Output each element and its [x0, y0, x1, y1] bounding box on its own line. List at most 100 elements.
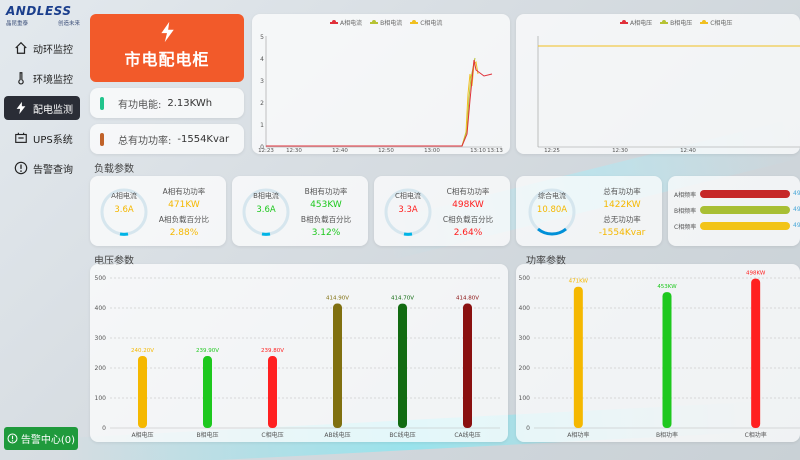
data-label: 239.90V	[196, 348, 219, 354]
gauge-value: 3.6A	[114, 205, 134, 215]
total-power-info: 总有功功率 1422KW	[582, 186, 662, 210]
logo: ANDLESS 晶昆重泰 创造未来	[6, 4, 80, 30]
nav-item-label: UPS系统	[33, 134, 73, 146]
active-energy-label: 有功电能:	[118, 99, 162, 111]
freq-value: 49	[793, 206, 800, 213]
alert-icon	[14, 161, 28, 175]
freq-label: C相频率	[674, 224, 697, 231]
nav-item-label: 动环监控	[33, 44, 73, 56]
power-value: 498KW	[452, 200, 484, 210]
y-tick-label: 400	[95, 305, 107, 312]
bar	[751, 278, 761, 428]
phase-b-load-card: B相电流 3.6A B相有功功率 453KW B相负载百分比 3.12%	[232, 176, 368, 246]
y-tick-label: 500	[519, 275, 531, 282]
total-power-value: -1554Kvar	[177, 133, 230, 145]
power-value: 471KW	[168, 200, 200, 210]
bar	[398, 303, 407, 428]
total-power-label: 总有功功率:	[118, 135, 172, 147]
thermometer-icon	[14, 71, 28, 85]
x-tick-label: B相功率	[656, 431, 678, 439]
home-icon	[14, 41, 28, 55]
power-label: A相有功功率	[162, 187, 206, 196]
total-load-card: 综合电流 10.80A 总有功功率 1422KW 总无功功率 -1554Kvar	[516, 176, 662, 246]
pct-value: 2.64%	[453, 228, 483, 238]
active-energy-stat: 有功电能: 2.13KWh	[90, 88, 244, 118]
power-label: B相有功功率	[304, 187, 348, 196]
pct-info: A相负载百分比 2.88%	[144, 214, 224, 238]
logo-sub: 晶昆重泰 创造未来	[6, 19, 80, 27]
nav-item-environment[interactable]: 环境监控	[4, 66, 80, 90]
frequency-card: A相频率 49 B相频率 49 C相频率 49	[668, 176, 800, 246]
freq-value: 49	[793, 222, 800, 229]
freq-label: A相频率	[674, 192, 697, 199]
bar	[573, 286, 583, 428]
phase-a-load-card: A相电流 3.6A A相有功功率 471KW A相负载百分比 2.88%	[90, 176, 226, 246]
y-tick-label: 4	[260, 56, 264, 63]
x-tick-label: 12:2504-02	[544, 148, 560, 154]
nav-item-power-env[interactable]: 动环监控	[4, 36, 80, 60]
power-bar-chart: 0 100 200 300 400 500 471KW A相功率 453KW B相功率 498KW C…	[516, 264, 800, 442]
pct-value: 3.12%	[311, 228, 341, 238]
bar	[662, 292, 672, 428]
sidebar: ANDLESS 晶昆重泰 创造未来 动环监控 环境监控 配电监测	[0, 0, 82, 460]
reactive-label: 总无功功率	[603, 215, 641, 224]
x-tick-label: C相功率	[745, 431, 767, 439]
gauge-label: 综合电流	[538, 192, 566, 200]
legend-item: A相电压	[620, 18, 652, 27]
power-info: C相有功功率 498KW	[428, 186, 508, 210]
pct-info: B相负载百分比 3.12%	[286, 214, 366, 238]
lightning-icon	[90, 20, 244, 44]
data-label: 498KW	[746, 271, 766, 277]
y-tick-label: 300	[95, 335, 107, 342]
power-bar-plot: 0 100 200 300 400 500 471KW A相功率 453KW B相功率 498KW C…	[519, 271, 800, 439]
current-line-chart: A相电流 B相电流 C相电流 0 1 2 3 4 5 12:2304-02 12…	[252, 14, 510, 154]
stat-marker	[100, 132, 104, 146]
bar	[463, 303, 472, 428]
pct-info: C相负载百分比 2.64%	[428, 214, 508, 238]
x-tick-label: AB线电压	[324, 431, 350, 439]
total-current-gauge	[528, 188, 576, 236]
alert-icon	[7, 433, 18, 444]
bar	[333, 303, 342, 428]
freq-value: 49	[793, 190, 800, 197]
y-tick-label: 0	[260, 144, 264, 151]
alarm-center-button[interactable]: 告警中心(0)	[4, 427, 78, 450]
power-info: A相有功功率 471KW	[144, 186, 224, 210]
phase-c-load-card: C相电流 3.3A C相有功功率 498KW C相负载百分比 2.64%	[374, 176, 510, 246]
freq-bar	[700, 222, 790, 230]
gauge-value: 10.80A	[536, 205, 568, 215]
x-tick-label: B相电压	[196, 431, 218, 439]
power-value: 1422KW	[603, 200, 641, 210]
data-label: 453KW	[657, 284, 677, 290]
nav-item-label: 告警查询	[33, 164, 73, 176]
x-tick-label: 13:0004-02	[424, 148, 440, 154]
logo-sub-left: 晶昆重泰	[6, 21, 29, 27]
reactive-value: -1554Kvar	[598, 228, 646, 238]
voltage-bar-chart: 0 100 200 300 400 500 240.20V A相电压 239.90V B相电压 23…	[90, 264, 508, 442]
nav-item-alarm-query[interactable]: 告警查询	[4, 156, 80, 180]
freq-bar	[700, 206, 790, 214]
freq-bar	[700, 190, 790, 198]
active-energy-value: 2.13KWh	[167, 97, 213, 109]
series-line	[266, 59, 493, 147]
x-tick-label: BC线电压	[389, 431, 415, 439]
y-tick-label: 500	[95, 275, 107, 282]
chart-legend: A相电流 B相电流 C相电流	[330, 18, 442, 27]
power-value: 453KW	[310, 200, 342, 210]
x-tick-label: A相功率	[567, 431, 589, 439]
stat-marker	[100, 96, 104, 110]
power-section-title: 功率参数	[526, 256, 566, 267]
pct-label: C相负载百分比	[442, 215, 494, 224]
x-tick-label: CA线电压	[454, 431, 480, 439]
nav-item-power-distribution[interactable]: 配电监测	[4, 96, 80, 120]
phase-c-current-gauge	[384, 188, 432, 236]
nav-item-ups[interactable]: UPS系统	[4, 126, 80, 150]
x-tick-label: A相电压	[131, 431, 153, 439]
gauge-value: 3.3A	[398, 205, 418, 215]
legend-item: B相电流	[370, 18, 402, 27]
lightning-icon	[14, 101, 28, 115]
y-tick-label: 3	[260, 78, 264, 85]
legend-item: A相电流	[330, 18, 362, 27]
x-tick-label: 13:1004-02	[470, 148, 486, 154]
logo-sub-right: 创造未来	[57, 21, 80, 27]
